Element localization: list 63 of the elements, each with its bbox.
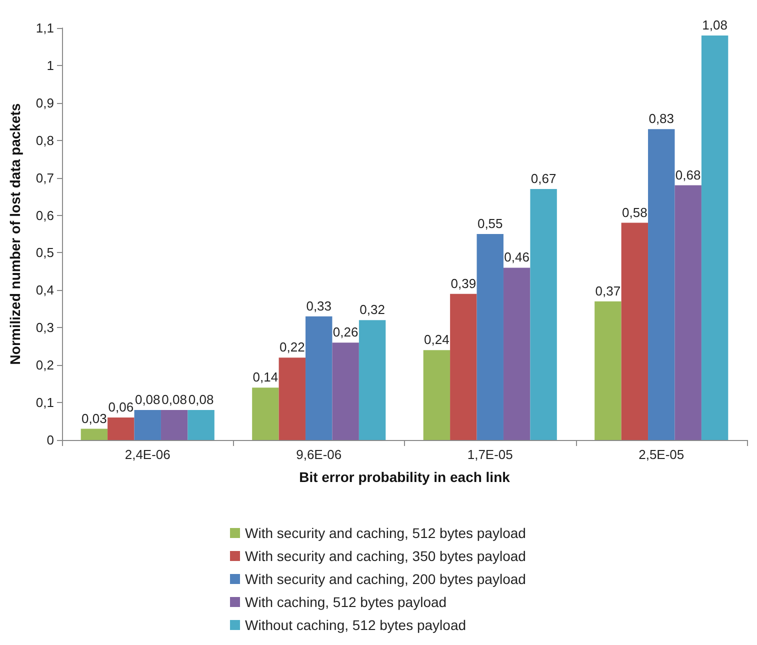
data-label: 0,55	[477, 216, 503, 231]
bar	[530, 189, 557, 440]
data-label: 0,32	[360, 302, 385, 318]
data-label: 1,08	[702, 17, 728, 32]
bar	[108, 418, 134, 440]
y-tick-label: 0,6	[36, 208, 54, 223]
bar	[648, 129, 675, 440]
data-label: 0,08	[134, 392, 160, 408]
bar	[450, 294, 477, 440]
bar	[674, 185, 702, 440]
bar	[134, 410, 161, 440]
legend-label: Without caching, 512 bytes payload	[245, 617, 466, 633]
y-tick-label: 0,1	[36, 395, 54, 410]
data-label: 0,22	[280, 340, 305, 355]
y-tick-label: 0,7	[36, 170, 54, 186]
bar	[503, 268, 530, 440]
y-tick-label: 0,8	[36, 132, 54, 148]
data-label: 0,58	[622, 204, 648, 220]
data-label: 0,68	[675, 167, 701, 182]
y-tick-label: 0,5	[36, 245, 54, 260]
bar	[252, 388, 279, 440]
bar	[594, 301, 622, 440]
bar	[701, 35, 728, 440]
bar	[80, 428, 108, 440]
data-label: 0,24	[424, 332, 450, 348]
bar	[160, 410, 188, 440]
bar	[621, 222, 648, 440]
data-label: 0,67	[530, 171, 556, 186]
bar	[332, 342, 359, 440]
bar	[476, 234, 504, 440]
y-tick-label: 0	[46, 432, 54, 448]
data-label: 0,33	[306, 298, 332, 314]
bar	[188, 410, 214, 440]
data-label: 0,39	[450, 276, 476, 291]
x-tick-label: 9,6E-06	[296, 447, 342, 462]
data-label: 0,37	[595, 283, 621, 298]
bar	[278, 358, 306, 440]
y-tick-label: 0,4	[36, 282, 54, 298]
data-label: 0,26	[332, 324, 358, 340]
legend-label: With caching, 512 bytes payload	[245, 594, 447, 610]
data-label: 0,08	[162, 392, 187, 408]
data-label: 0,83	[648, 111, 674, 126]
y-axis-title: Normilized number of lost data packets	[7, 103, 23, 365]
legend-label: With security and caching, 200 bytes payload	[245, 571, 526, 587]
data-label: 0,14	[252, 370, 278, 385]
data-label: 0,06	[108, 400, 134, 415]
legend-label: With security and caching, 350 bytes payload	[245, 548, 526, 564]
y-tick-label: 0,2	[36, 358, 54, 373]
y-tick-label: 0,3	[36, 320, 54, 336]
data-label: 0,03	[82, 410, 107, 426]
y-tick-label: 1,1	[36, 20, 54, 36]
data-label: 0,08	[188, 392, 214, 408]
x-axis-title: Bit error probability in each link	[299, 469, 510, 485]
bar	[306, 316, 332, 440]
bar	[423, 350, 450, 440]
y-tick-label: 0,9	[36, 95, 54, 110]
x-tick-label: 2,5E-05	[638, 447, 684, 462]
x-tick-label: 1,7E-05	[467, 447, 513, 462]
data-label: 0,46	[504, 250, 530, 265]
bar	[358, 320, 386, 440]
legend-label: With security and caching, 512 bytes payload	[245, 525, 526, 541]
x-tick-label: 2,4E-06	[124, 447, 170, 462]
y-tick-label: 1	[46, 58, 54, 73]
